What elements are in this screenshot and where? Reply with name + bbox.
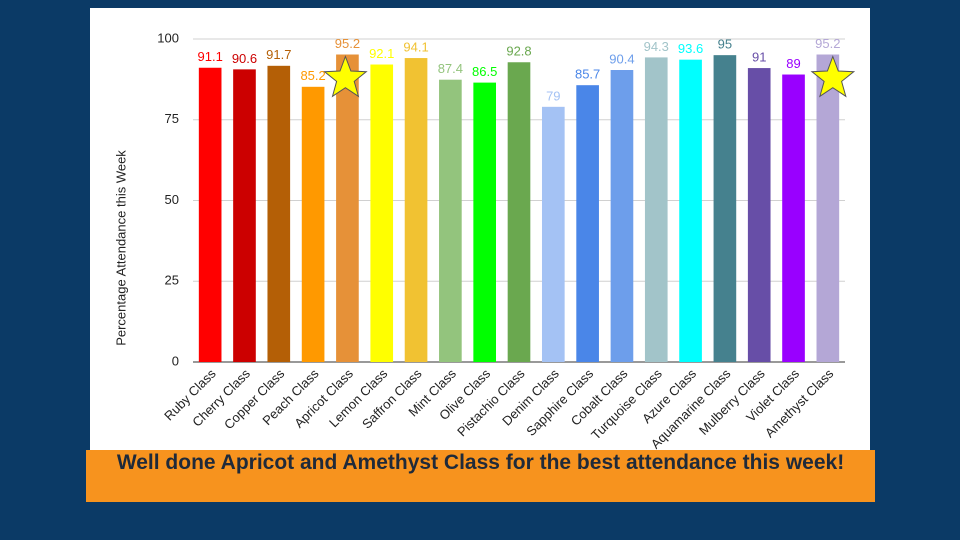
data-label: 92.8	[506, 44, 531, 59]
data-label: 90.4	[609, 51, 634, 66]
data-label: 85.2	[300, 68, 325, 83]
bar	[473, 82, 497, 362]
data-label: 87.4	[438, 61, 463, 76]
data-label: 89	[786, 56, 800, 71]
data-label: 93.6	[678, 41, 703, 56]
bar	[782, 74, 805, 362]
data-label: 86.5	[472, 64, 497, 79]
data-label: 95.2	[815, 36, 840, 51]
bar	[301, 86, 325, 362]
banner: Well done Apricot and Amethyst Class for…	[86, 450, 875, 502]
bar	[404, 58, 428, 362]
data-label: 79	[546, 88, 560, 103]
data-label: 95.2	[335, 36, 360, 51]
bar	[713, 55, 737, 363]
bar	[644, 57, 668, 362]
bar	[610, 70, 634, 363]
data-label: 94.1	[403, 39, 428, 54]
bar	[439, 79, 462, 362]
y-tick-label: 50	[165, 192, 179, 207]
bar	[541, 106, 565, 362]
bar	[233, 69, 256, 362]
data-label: 91	[752, 50, 766, 65]
y-axis-label: Percentage Attendance this Week	[113, 150, 128, 346]
data-label: 85.7	[575, 67, 600, 82]
y-tick-label: 100	[157, 30, 179, 45]
bar	[336, 54, 359, 363]
data-label: 90.6	[232, 51, 257, 66]
data-label: 91.7	[266, 47, 291, 62]
bar	[576, 85, 599, 363]
data-label: 95	[718, 37, 732, 52]
star	[323, 55, 368, 98]
star	[810, 55, 856, 98]
data-label: 91.1	[198, 49, 223, 64]
bar	[370, 64, 394, 362]
y-tick-label: 0	[172, 353, 179, 368]
bar	[747, 68, 771, 362]
bar	[267, 65, 291, 363]
data-label: 94.3	[644, 39, 669, 54]
data-label: 92.1	[369, 46, 394, 61]
bar	[507, 62, 531, 362]
bar	[198, 67, 222, 362]
y-tick-label: 25	[165, 273, 179, 288]
bar	[679, 59, 702, 363]
bar	[816, 54, 840, 363]
y-tick-label: 75	[165, 111, 179, 126]
